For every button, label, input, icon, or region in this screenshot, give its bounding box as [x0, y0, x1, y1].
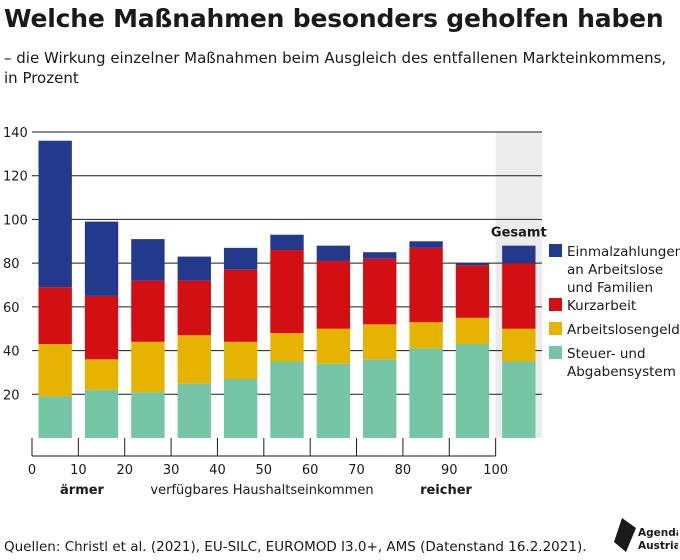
x-axis-title: verfügbares Haushaltseinkommen [150, 483, 373, 498]
x-tick-label-50: 50 [256, 463, 273, 478]
bar-alg-4 [177, 335, 211, 384]
bar-steuer-10 [455, 344, 490, 438]
bar-einmal-11 [502, 245, 536, 264]
legend-label-steuer-2: Abgabensystem [567, 364, 676, 380]
x-tick-label-70: 70 [348, 463, 365, 478]
bar-steuer-5 [223, 378, 258, 438]
bar-kurzarbeit-2 [84, 295, 119, 360]
chart-title: Welche Maßnahmen besonders geholfen habe… [4, 4, 664, 33]
x-label-right: reicher [420, 483, 472, 498]
bar-kurzarbeit-3 [131, 280, 165, 342]
bar-einmal-1 [38, 140, 72, 288]
bar-alg-8 [363, 324, 397, 360]
bar-kurzarbeit-7 [316, 260, 351, 329]
bar-kurzarbeit-8 [363, 258, 397, 325]
y-tick-label-120: 120 [3, 170, 28, 185]
bar-kurzarbeit-1 [38, 287, 72, 345]
bar-kurzarbeit-5 [223, 269, 258, 342]
bar-alg-2 [84, 359, 119, 390]
x-tick-label-30: 30 [163, 463, 180, 478]
bar-kurzarbeit-11 [502, 263, 536, 329]
x-tick-label-60: 60 [302, 463, 319, 478]
legend-label-alg-1: Arbeitslosengeld [567, 322, 680, 338]
x-tick-label-80: 80 [395, 463, 412, 478]
legend-label-steuer-1: Steuer- und [567, 346, 646, 362]
bar-steuer-7 [316, 363, 351, 438]
y-tick-label-140: 140 [3, 126, 28, 141]
bar-steuer-6 [270, 361, 304, 438]
bar-alg-5 [223, 341, 258, 379]
bar-einmal-10 [455, 263, 490, 266]
x-tick-label-100: 100 [483, 463, 508, 478]
y-tick-label-60: 60 [3, 301, 20, 316]
bar-einmal-9 [409, 241, 443, 248]
legend-label-einmal-2: an Arbeitslose [567, 262, 663, 278]
x-tick-label-10: 10 [70, 463, 87, 478]
legend-swatch-steuer [549, 346, 562, 359]
x-tick-label-90: 90 [441, 463, 458, 478]
agenda-austria-logo: Agenda Austria [614, 518, 678, 552]
bar-steuer-8 [363, 359, 397, 438]
bar-kurzarbeit-9 [409, 247, 443, 323]
bar-einmal-3 [131, 239, 165, 281]
total-bar-label: Gesamt [491, 226, 547, 241]
bar-steuer-11 [502, 361, 536, 438]
bar-einmal-8 [363, 252, 397, 259]
bar-alg-1 [38, 344, 72, 397]
legend-label-einmal-1: Einmalzahlungen [567, 244, 680, 260]
bar-alg-6 [270, 333, 304, 362]
legend-swatch-kurzarbeit [549, 298, 562, 311]
bar-einmal-6 [270, 234, 304, 251]
bar-steuer-2 [84, 389, 119, 438]
y-tick-label-20: 20 [3, 388, 20, 403]
bar-einmal-5 [223, 247, 258, 270]
legend-label-kurzarbeit-1: Kurzarbeit [567, 298, 636, 314]
legend-label-einmal-3: und Familien [567, 280, 653, 296]
bar-alg-10 [455, 317, 490, 345]
bar-kurzarbeit-6 [270, 250, 304, 334]
chart-subtitle: – die Wirkung einzelner Maßnahmen beim A… [4, 49, 667, 87]
bar-steuer-1 [38, 396, 72, 438]
bar-einmal-4 [177, 256, 211, 281]
y-tick-label-40: 40 [3, 345, 20, 360]
stacked-bar-chart: 20 40 60 80 100 120 140 Gesamt 0 10 20 30 40 50 60 70 80… [3, 126, 680, 498]
logo-line-1: Agenda [638, 527, 678, 539]
bar-einmal-7 [316, 245, 351, 261]
bar-einmal-2 [84, 221, 119, 296]
logo-line-2: Austria [638, 540, 678, 552]
bar-alg-9 [409, 322, 443, 349]
legend-swatch-einmal [549, 244, 562, 257]
bar-alg-11 [502, 328, 536, 362]
bar-alg-3 [131, 341, 165, 393]
x-tick-label-0: 0 [28, 463, 36, 478]
legend-swatch-alg [549, 322, 562, 335]
bar-steuer-4 [177, 383, 211, 438]
x-tick-label-20: 20 [116, 463, 133, 478]
y-tick-label-100: 100 [3, 213, 28, 228]
y-tick-label-80: 80 [3, 257, 20, 272]
bar-alg-7 [316, 328, 351, 364]
bar-kurzarbeit-10 [455, 265, 490, 318]
bar-steuer-9 [409, 348, 443, 438]
source-note: Quellen: Christl et al. (2021), EU-SILC,… [4, 539, 587, 555]
x-label-left: ärmer [60, 483, 105, 498]
x-tick-label-40: 40 [209, 463, 226, 478]
bar-steuer-3 [131, 392, 165, 438]
bar-kurzarbeit-4 [177, 280, 211, 336]
